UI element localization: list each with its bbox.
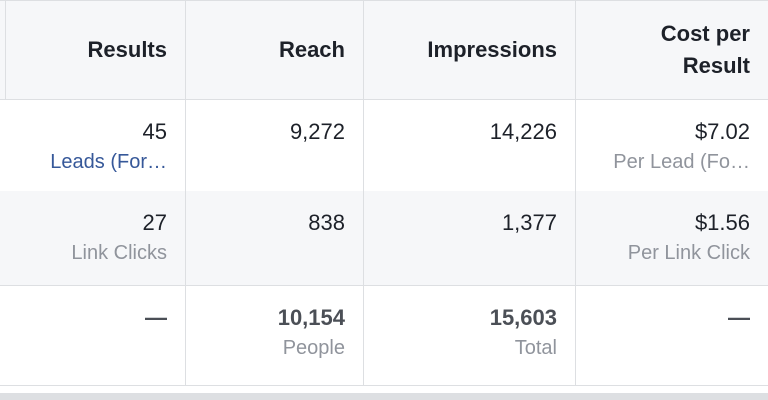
column-header[interactable]: Cost per Result: [575, 0, 768, 100]
table-cell: 1,377: [363, 208, 575, 238]
cell-value: 1,377: [501, 210, 557, 235]
table-cell: 9,272: [185, 117, 363, 147]
header-text: Results: [87, 37, 167, 62]
header-text: Cost per Result: [660, 21, 750, 78]
cell-value: $7.02: [694, 119, 750, 144]
column-header[interactable]: Reach: [185, 0, 363, 100]
table-cell: $1.56 Per Link Click: [575, 208, 768, 268]
table-cell: —: [0, 303, 185, 333]
header-text: Impressions: [427, 37, 557, 62]
cell-sublabel: Total: [514, 337, 557, 359]
table-cell: 15,603 Total: [363, 303, 575, 363]
result-link[interactable]: Leads (For…: [50, 151, 167, 173]
border: [575, 0, 576, 386]
table-cell: —: [575, 303, 768, 333]
cell-value: 45: [142, 119, 167, 144]
border: [0, 285, 768, 286]
border: [0, 99, 768, 100]
table-cell: 10,154 People: [185, 303, 363, 363]
border: [185, 0, 186, 386]
header-bg: [0, 0, 768, 100]
cell-value: 10,154: [277, 305, 345, 330]
cell-value: —: [145, 305, 167, 330]
border: [363, 0, 364, 386]
cell-sublabel: Per Lead (Fo…: [613, 151, 750, 173]
column-header[interactable]: Results: [0, 0, 185, 100]
border: [0, 385, 768, 386]
column-header[interactable]: Impressions: [363, 0, 575, 100]
header-text: Reach: [278, 37, 345, 62]
cell-value: 27: [142, 210, 167, 235]
cell-value: $1.56: [694, 210, 750, 235]
scrollbar: [0, 393, 768, 400]
cell-value: 14,226: [489, 119, 557, 144]
border: [5, 0, 6, 100]
table-cell: $7.02 Per Lead (Fo…: [575, 117, 768, 177]
table-cell: 27 Link Clicks: [0, 208, 185, 268]
table-cell: 45 Leads (For…: [0, 117, 185, 177]
border: [0, 0, 768, 1]
cell-sublabel: People: [282, 337, 345, 359]
cell-value: —: [728, 305, 750, 330]
row-bg: [0, 191, 768, 285]
cell-sublabel: Per Link Click: [627, 242, 750, 264]
table-cell: 14,226: [363, 117, 575, 147]
table-cell: 838: [185, 208, 363, 238]
cell-value: 9,272: [289, 119, 345, 144]
cell-value: 15,603: [489, 305, 557, 330]
cell-sublabel: Link Clicks: [71, 242, 167, 264]
cell-value: 838: [308, 210, 345, 235]
